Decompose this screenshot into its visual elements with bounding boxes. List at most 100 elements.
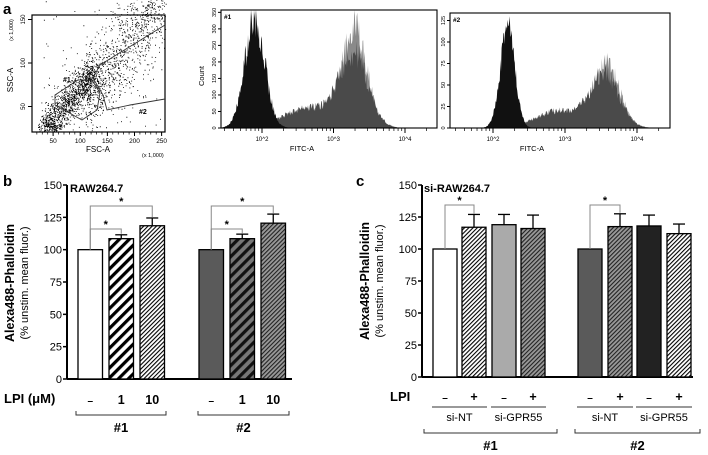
histogram-xtick-label: 10^4 xyxy=(399,137,412,143)
gate-2-label: #2 xyxy=(139,109,147,116)
histogram-ytick-label: 100 xyxy=(441,37,447,46)
bar xyxy=(491,224,517,378)
chart-b-ylabel2: (% unstim. mean fluor.) xyxy=(19,226,31,339)
treatment-label: + xyxy=(675,390,682,404)
subgroup-label: si-NT xyxy=(592,412,619,424)
histogram-1-ylabel: Count xyxy=(197,65,206,86)
y-tick-label: 150 xyxy=(44,180,62,192)
bar xyxy=(461,226,487,378)
y-tick-label: 0 xyxy=(56,374,62,386)
histogram-ytick-label: 350 xyxy=(212,8,218,17)
y-tick-label: 150 xyxy=(399,180,417,192)
group-label: #1 xyxy=(483,438,497,453)
bar-chart-b: RAW264.7 Alexa488-Phalloidin (% unstim. … xyxy=(3,180,292,435)
histogram-unstained xyxy=(450,16,670,128)
treatment-label: + xyxy=(470,390,477,404)
treatment-label: – xyxy=(646,393,652,404)
histogram-xtick-label: 10^3 xyxy=(559,137,572,143)
treatment-label: – xyxy=(442,393,448,404)
scatter-xlabel: FSC-A xyxy=(86,145,111,154)
y-tick-label: 0 xyxy=(411,372,417,384)
histogram-xtick-label: 10^3 xyxy=(327,137,340,143)
histogram-1-gate-label: #1 xyxy=(224,14,232,21)
bar xyxy=(139,225,166,380)
histogram-ytick-label: 125 xyxy=(441,16,447,25)
treatment-label: 1 xyxy=(239,393,246,407)
bar xyxy=(607,225,633,378)
scatter-xtick-label: 50 xyxy=(50,138,58,145)
gate-1-outline xyxy=(54,79,101,121)
bar xyxy=(520,227,546,378)
group-bracket xyxy=(574,429,701,434)
chart-c-row-label: LPI xyxy=(390,389,410,404)
histogram-ytick-label: 200 xyxy=(212,57,218,66)
scatter-xunit: (x 1,000) xyxy=(142,153,164,159)
significance-bracket xyxy=(589,204,621,249)
scatter-xtick-label: 200 xyxy=(129,138,140,145)
y-tick-label: 125 xyxy=(399,212,417,224)
treatment-label: – xyxy=(208,396,214,407)
histogram-1-xlabel: FITC-A xyxy=(290,144,314,153)
scatter-ytick-label: 100 xyxy=(21,57,27,68)
bar xyxy=(108,238,135,380)
histogram-unstained xyxy=(221,10,437,128)
y-tick-label: 75 xyxy=(50,277,62,289)
gate-2-outline xyxy=(92,24,166,111)
histogram-2-xlabel: FITC-A xyxy=(520,144,544,153)
histogram-2-frame xyxy=(449,12,671,129)
group-label: #1 xyxy=(114,420,128,435)
bar xyxy=(77,249,104,380)
group-bracket xyxy=(75,411,167,416)
treatment-label: + xyxy=(529,390,536,404)
panel-letter-c: c xyxy=(356,173,364,190)
treatment-label: + xyxy=(616,390,623,404)
significance-star: * xyxy=(104,219,109,231)
significance-star: * xyxy=(603,195,608,207)
subgroup-label: si-NT xyxy=(446,412,473,424)
scatter-dots xyxy=(38,0,167,132)
bar xyxy=(432,248,458,378)
treatment-label: – xyxy=(87,396,93,407)
chart-c-plot: 0 25 50 75 100 125 150 – + – + * si-NT si-GPR55 #1 – + – +… xyxy=(399,180,701,453)
histogram-stained xyxy=(221,41,437,129)
bar xyxy=(229,238,256,380)
y-tick-label: 50 xyxy=(50,309,62,321)
subgroup-label: si-GPR55 xyxy=(495,412,543,424)
histogram-ytick-label: 100 xyxy=(212,90,218,99)
scatter-ylabel: SSC-A xyxy=(6,67,15,92)
histogram-ytick-label: 0 xyxy=(212,126,218,129)
histogram-stained xyxy=(450,63,670,129)
chart-b-row-label: LPI (μM) xyxy=(4,391,55,406)
gate-1-label: #1 xyxy=(63,77,71,84)
treatment-label: 10 xyxy=(266,393,280,407)
y-tick-label: 75 xyxy=(405,276,417,288)
histogram-xtick-label: 10^2 xyxy=(487,137,500,143)
significance-bracket xyxy=(210,205,274,250)
histogram-ytick-label: 25 xyxy=(441,103,447,109)
histogram-ytick-label: 0 xyxy=(441,126,447,129)
histogram-ytick-label: 75 xyxy=(441,60,447,66)
scatter-ytick-label: 150 xyxy=(21,14,27,25)
panel-letter-a: a xyxy=(3,1,12,18)
treatment-label: 10 xyxy=(145,393,159,407)
histogram-ytick-label: 150 xyxy=(212,74,218,83)
scatter-axes: 5010015020025050100150200250 xyxy=(21,14,167,145)
y-tick-label: 100 xyxy=(44,245,62,257)
bar xyxy=(577,248,603,378)
panel-letter-b: b xyxy=(3,173,12,190)
chart-c-title: si-RAW264.7 xyxy=(424,183,490,195)
bar xyxy=(260,222,287,380)
histogram-2-distributions xyxy=(450,16,670,129)
treatment-label: 1 xyxy=(118,393,125,407)
histogram-ytick-label: 50 xyxy=(212,108,218,114)
group-label: #2 xyxy=(236,420,250,435)
histogram-xtick-label: 10^4 xyxy=(631,137,644,143)
histogram-gate-1: #1 10^2 10^3 10^4 0 50 100 150 200 250 300 350 FIT… xyxy=(197,8,438,153)
significance-bracket xyxy=(444,204,475,249)
histogram-ytick-label: 250 xyxy=(212,41,218,50)
significance-star: * xyxy=(119,196,124,208)
scatter-yunit: (x 1,000) xyxy=(9,19,15,41)
bar xyxy=(636,225,662,378)
group-bracket xyxy=(197,411,290,416)
